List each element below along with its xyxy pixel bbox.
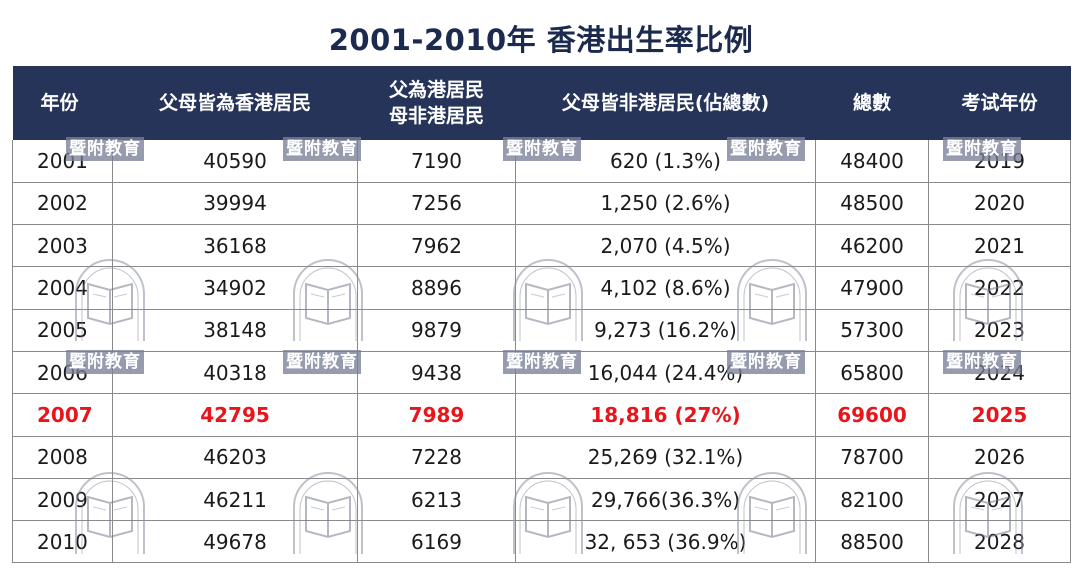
- header-neither-hk: 父母皆非港居民(佔總數): [515, 66, 816, 140]
- cell-neither: 18,816 (27%): [515, 393, 816, 437]
- cell-exam: 2025: [928, 393, 1071, 437]
- table-row: 2009 46211 6213 29,766(36.3%) 82100 2027: [12, 478, 1071, 522]
- header-total: 總數: [815, 66, 929, 140]
- birth-rate-table: 年份 父母皆為香港居民 父為港居民 母非港居民 父母皆非港居民(佔總數) 總數 …: [12, 66, 1071, 564]
- cell-exam: 2021: [928, 224, 1071, 268]
- table-row: 2001 40590 7190 620 (1.3%) 48400 2019: [12, 140, 1071, 183]
- cell-both-hk: 39994: [112, 182, 358, 226]
- cell-exam: 2023: [928, 309, 1071, 352]
- cell-year: 2005: [12, 309, 113, 352]
- header-father-hk-line1: 父為港居民: [388, 79, 484, 101]
- cell-neither: 32, 653 (36.9%): [515, 520, 816, 564]
- cell-neither: 16,044 (24.4%): [515, 351, 816, 395]
- cell-father-hk: 7256: [357, 182, 516, 226]
- header-exam-year: 考试年份: [928, 66, 1071, 140]
- cell-total: 78700: [815, 436, 929, 479]
- cell-exam: 2020: [928, 182, 1071, 226]
- cell-year: 2010: [12, 520, 113, 564]
- cell-neither: 620 (1.3%): [515, 140, 816, 183]
- cell-father-hk: 7962: [357, 224, 516, 268]
- cell-neither: 4,102 (8.6%): [515, 266, 816, 310]
- cell-father-hk: 6213: [357, 478, 516, 522]
- cell-year: 2008: [12, 436, 113, 479]
- cell-total: 69600: [815, 393, 929, 437]
- cell-exam: 2024: [928, 351, 1071, 395]
- cell-neither: 1,250 (2.6%): [515, 182, 816, 226]
- cell-total: 57300: [815, 309, 929, 352]
- cell-both-hk: 36168: [112, 224, 358, 268]
- cell-father-hk: 7190: [357, 140, 516, 183]
- cell-exam: 2019: [928, 140, 1071, 183]
- cell-total: 47900: [815, 266, 929, 310]
- cell-father-hk: 9438: [357, 351, 516, 395]
- table-document: 2001-2010年 香港出生率比例 年份 父母皆為香港居民 父為港居民 母非港…: [12, 10, 1071, 568]
- cell-father-hk: 8896: [357, 266, 516, 310]
- table-row: 2010 49678 6169 32, 653 (36.9%) 88500 2028: [12, 520, 1071, 564]
- cell-total: 65800: [815, 351, 929, 395]
- cell-neither: 2,070 (4.5%): [515, 224, 816, 268]
- cell-both-hk: 46203: [112, 436, 358, 479]
- table-row: 2007 42795 7989 18,816 (27%) 69600 2025: [12, 393, 1071, 437]
- table-row: 2006 40318 9438 16,044 (24.4%) 65800 2024: [12, 351, 1071, 395]
- cell-exam: 2028: [928, 520, 1071, 564]
- cell-both-hk: 42795: [112, 393, 358, 437]
- cell-father-hk: 7989: [357, 393, 516, 437]
- cell-both-hk: 49678: [112, 520, 358, 564]
- cell-father-hk: 7228: [357, 436, 516, 479]
- header-year: 年份: [12, 66, 113, 140]
- cell-both-hk: 40590: [112, 140, 358, 183]
- cell-total: 48500: [815, 182, 929, 226]
- cell-both-hk: 34902: [112, 266, 358, 310]
- table-row: 2005 38148 9879 9,273 (16.2%) 57300 2023: [12, 309, 1071, 352]
- cell-both-hk: 46211: [112, 478, 358, 522]
- cell-year: 2001: [12, 140, 113, 183]
- cell-total: 82100: [815, 478, 929, 522]
- cell-exam: 2022: [928, 266, 1071, 310]
- cell-both-hk: 40318: [112, 351, 358, 395]
- cell-total: 88500: [815, 520, 929, 564]
- cell-year: 2007: [12, 393, 113, 437]
- header-father-hk-line2: 母非港居民: [388, 105, 484, 127]
- cell-exam: 2027: [928, 478, 1071, 522]
- cell-neither: 29,766(36.3%): [515, 478, 816, 522]
- cell-year: 2009: [12, 478, 113, 522]
- cell-exam: 2026: [928, 436, 1071, 479]
- cell-neither: 9,273 (16.2%): [515, 309, 816, 352]
- table-row: 2004 34902 8896 4,102 (8.6%) 47900 2022: [12, 266, 1071, 310]
- header-both-hk: 父母皆為香港居民: [112, 66, 358, 140]
- cell-year: 2004: [12, 266, 113, 310]
- cell-year: 2002: [12, 182, 113, 226]
- page-title: 2001-2010年 香港出生率比例: [328, 23, 754, 57]
- cell-both-hk: 38148: [112, 309, 358, 352]
- cell-neither: 25,269 (32.1%): [515, 436, 816, 479]
- table-row: 2002 39994 7256 1,250 (2.6%) 48500 2020: [12, 182, 1071, 226]
- header-father-hk: 父為港居民 母非港居民: [357, 66, 516, 140]
- cell-total: 48400: [815, 140, 929, 183]
- cell-year: 2003: [12, 224, 113, 268]
- cell-father-hk: 6169: [357, 520, 516, 564]
- cell-father-hk: 9879: [357, 309, 516, 352]
- table-header-row: 年份 父母皆為香港居民 父為港居民 母非港居民 父母皆非港居民(佔總數) 總數 …: [12, 66, 1071, 140]
- cell-total: 46200: [815, 224, 929, 268]
- table-row: 2003 36168 7962 2,070 (4.5%) 46200 2021: [12, 224, 1071, 268]
- cell-year: 2006: [12, 351, 113, 395]
- table-row: 2008 46203 7228 25,269 (32.1%) 78700 2026: [12, 436, 1071, 479]
